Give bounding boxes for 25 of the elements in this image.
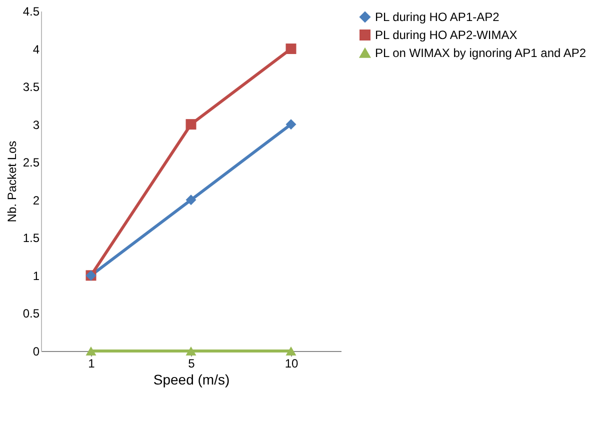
point (186, 194, 196, 206)
x-tick-label: 1 (88, 356, 96, 370)
y-tick-label: 2.5 (22, 156, 40, 170)
y-tick-label: 0.5 (22, 306, 40, 321)
point (286, 346, 296, 356)
legend-label: PL on WIMAX by ignoring AP1 and AP2 (375, 46, 586, 60)
point (286, 44, 296, 54)
point (186, 119, 196, 130)
y-tick-label: 4.5 (22, 4, 40, 18)
y-tick-label: 4 (32, 42, 40, 56)
point (86, 346, 96, 356)
y-tick-label: 0 (32, 344, 40, 358)
x-tick-label: 5 (188, 356, 196, 370)
y-tick-label: 1.5 (22, 231, 40, 246)
legend-label: PL during HO AP1-AP2 (375, 10, 500, 24)
y-tick-label: 3.5 (22, 80, 40, 94)
y-tick-label: 3 (32, 118, 40, 132)
y-tick-label: 2 (32, 193, 40, 208)
x-tick-label: 10 (284, 356, 298, 370)
y-axis-title: Nb. Packet Los (4, 140, 19, 222)
point (186, 346, 196, 356)
x-axis-title: Speed (m/s) (153, 372, 230, 388)
y-tick-label: 1 (32, 268, 40, 283)
legend-label: PL during HO AP2-WIMAX (375, 28, 518, 42)
point (286, 119, 296, 130)
